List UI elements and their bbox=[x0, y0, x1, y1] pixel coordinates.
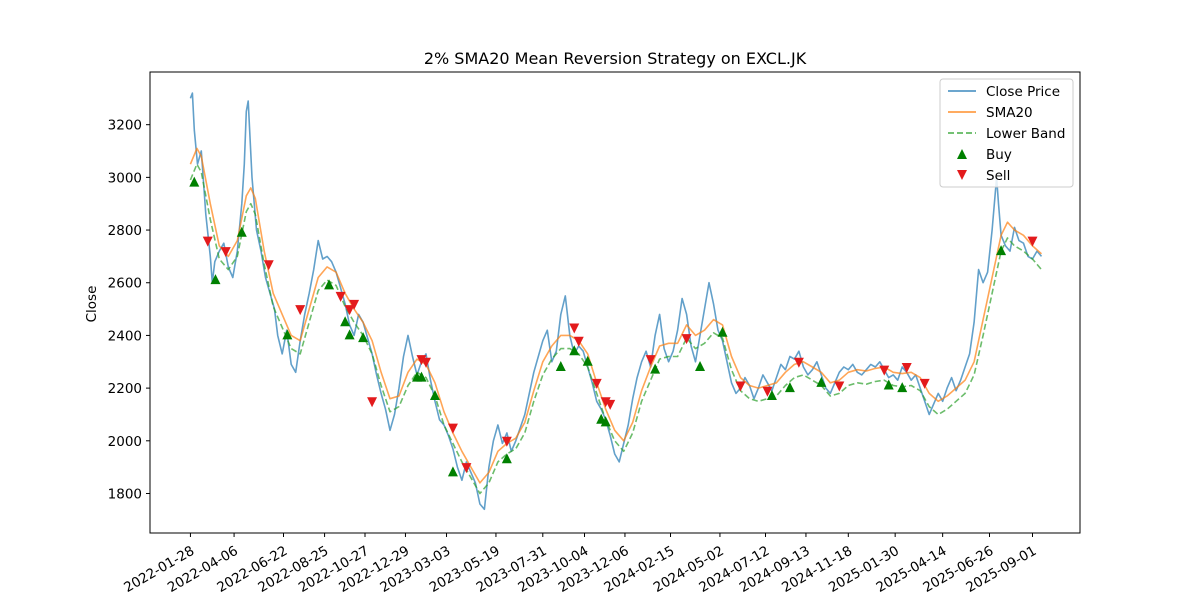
buy-marker bbox=[717, 326, 728, 337]
buy-marker bbox=[816, 376, 827, 387]
sell-marker bbox=[605, 399, 616, 410]
y-tick-label: 1800 bbox=[108, 486, 142, 502]
sell-marker bbox=[735, 381, 746, 392]
buy-marker bbox=[883, 379, 894, 390]
sell-marker bbox=[501, 436, 512, 447]
buy-marker bbox=[236, 226, 247, 237]
buy-marker bbox=[501, 453, 512, 464]
legend-swatch bbox=[957, 149, 967, 159]
sell-marker bbox=[834, 381, 845, 392]
sell-marker bbox=[335, 291, 346, 302]
buy-marker bbox=[189, 176, 200, 187]
buy-marker bbox=[210, 274, 221, 285]
y-tick-label: 2600 bbox=[108, 276, 142, 292]
y-axis: 1800 2000 2200 2400 2600 2800 3000 3200 bbox=[108, 118, 150, 502]
sell-marker bbox=[600, 397, 611, 408]
sell-marker bbox=[793, 357, 804, 368]
y-tick-label: 2400 bbox=[108, 328, 142, 344]
legend-label: Sell bbox=[986, 168, 1010, 184]
buy-marker bbox=[569, 345, 580, 356]
sell-marker bbox=[416, 355, 427, 366]
y-tick-label: 3000 bbox=[108, 170, 142, 186]
legend-label: SMA20 bbox=[986, 105, 1033, 121]
y-tick-label: 2200 bbox=[108, 381, 142, 397]
sell-marker bbox=[420, 357, 431, 368]
legend-label: Close Price bbox=[986, 84, 1060, 100]
sell-marker bbox=[762, 386, 773, 397]
y-tick-label: 2800 bbox=[108, 223, 142, 239]
y-axis-label: Close bbox=[84, 286, 100, 323]
buy-marker bbox=[324, 279, 335, 290]
sell-marker bbox=[901, 363, 912, 374]
buy-marker bbox=[340, 316, 351, 327]
sell-marker bbox=[1027, 236, 1038, 247]
buy-marker bbox=[416, 371, 427, 382]
y-tick-label: 2000 bbox=[108, 434, 142, 450]
legend: Close Price SMA20 Lower Band Buy Sell bbox=[939, 78, 1074, 188]
sell-marker bbox=[202, 236, 213, 247]
buy-marker bbox=[447, 466, 458, 477]
series-line-sma20 bbox=[189, 147, 1043, 484]
sell-marker bbox=[263, 260, 274, 271]
buy-marker bbox=[344, 329, 355, 340]
buy-marker bbox=[996, 245, 1007, 256]
buy-marker bbox=[555, 361, 566, 372]
buy-marker bbox=[650, 363, 661, 374]
buy-marker bbox=[695, 361, 706, 372]
sell-marker bbox=[919, 378, 930, 389]
sell-marker bbox=[645, 355, 656, 366]
buy-marker bbox=[358, 332, 369, 343]
legend-swatch bbox=[957, 170, 967, 180]
sell-marker bbox=[573, 336, 584, 347]
sell-marker bbox=[461, 463, 472, 474]
buy-marker bbox=[582, 355, 593, 366]
sell-marker bbox=[591, 378, 602, 389]
buy-marker bbox=[766, 390, 777, 401]
buy-marker bbox=[429, 390, 440, 401]
buy-marker bbox=[897, 382, 908, 393]
sell-marker bbox=[349, 299, 360, 310]
sell-marker bbox=[569, 323, 580, 334]
chart-title: 2% SMA20 Mean Reversion Strategy on EXCL… bbox=[424, 49, 807, 68]
legend-label: Buy bbox=[986, 147, 1012, 163]
signal-markers bbox=[189, 176, 1038, 477]
sell-marker bbox=[681, 334, 692, 345]
buy-marker bbox=[600, 416, 611, 427]
buy-marker bbox=[282, 329, 293, 340]
buy-marker bbox=[784, 382, 795, 393]
legend-label: Lower Band bbox=[986, 126, 1065, 142]
sell-marker bbox=[344, 305, 355, 316]
sell-marker bbox=[367, 397, 378, 408]
sell-marker bbox=[879, 365, 890, 376]
y-tick-label: 3200 bbox=[108, 118, 142, 134]
sell-marker bbox=[447, 423, 458, 434]
sell-marker bbox=[295, 305, 306, 316]
legend-box bbox=[939, 78, 1074, 188]
plot-frame bbox=[149, 71, 1081, 534]
sell-marker bbox=[220, 247, 231, 258]
